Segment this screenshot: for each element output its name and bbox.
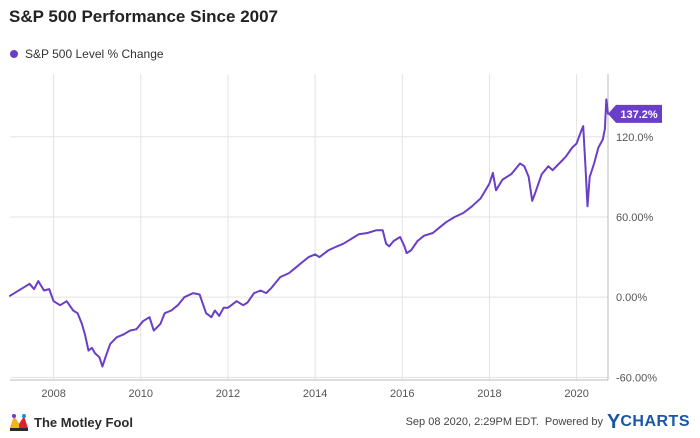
last-value-label: 137.2% [620, 109, 658, 121]
powered-by-label: Powered by [544, 416, 603, 428]
x-tick-label: 2018 [477, 388, 501, 400]
attribution: Sep 08 2020, 2:29PM EDT. Powered by Y CH… [406, 412, 690, 432]
x-tick-label: 2020 [564, 388, 588, 400]
legend: S&P 500 Level % Change [10, 47, 164, 61]
y-tick-label: 0.00% [616, 292, 647, 304]
timestamp: Sep 08 2020, 2:29PM EDT. [405, 416, 539, 428]
series-line-sp500 [9, 98, 609, 368]
x-tick-label: 2012 [216, 388, 240, 400]
x-tick-label: 2010 [129, 388, 153, 400]
x-tick-label: 2014 [303, 388, 327, 400]
x-tick-label: 2008 [41, 388, 65, 400]
motley-fool-logo: The Motley Fool [8, 412, 133, 432]
brand-name: The Motley Fool [34, 414, 133, 430]
ycharts-logo-text: CHARTS [620, 413, 690, 430]
last-value-tag [608, 104, 662, 123]
legend-label: S&P 500 Level % Change [25, 47, 164, 61]
ycharts-logo-y: Y [606, 411, 621, 433]
x-tick-label: 2016 [390, 388, 414, 400]
y-tick-label: 120.0% [616, 132, 654, 144]
chart-title: S&P 500 Performance Since 2007 [9, 7, 279, 26]
legend-marker [10, 50, 18, 58]
jester-hat-icon [10, 414, 28, 431]
y-tick-label: -60.00% [616, 372, 657, 384]
y-tick-label: 60.00% [616, 212, 654, 224]
